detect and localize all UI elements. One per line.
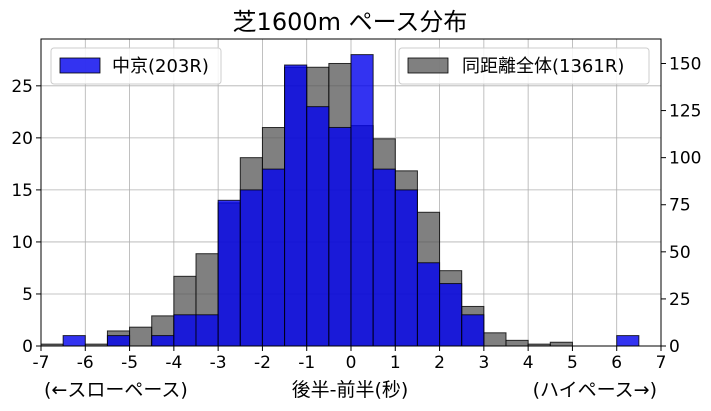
right-y-tick-label: 25 [669, 290, 691, 310]
legend-left-frame [50, 47, 222, 85]
x-axis: -7 -6 -5 -4 -3 -2 -1 0 1 2 3 4 5 6 7 [33, 346, 667, 373]
right-y-tick-label: 100 [669, 149, 701, 169]
x-tick-label: -6 [77, 353, 94, 373]
left-y-tick-label: 5 [22, 285, 33, 305]
legend-right-label: 同距離全体(1361R) [462, 56, 624, 77]
chukyo-bar [372, 168, 396, 347]
chukyo-bar [195, 314, 219, 347]
left-y-axis: 0 5 10 15 20 25 [11, 77, 41, 357]
legend-right-frame [398, 47, 650, 85]
right-y-tick-label: 50 [669, 243, 691, 263]
x-axis-label: 後半-前半(秒) [292, 379, 409, 401]
all-races-bar [549, 341, 573, 347]
x-axis-right-note: (ハイペース→) [533, 379, 657, 401]
legend-left: 中京(203R) [50, 47, 222, 85]
x-tick-label: 1 [390, 353, 401, 373]
chart-title: 芝1600m ペース分布 [233, 8, 468, 36]
chukyo-bar [328, 126, 352, 347]
chukyo-bar [239, 189, 263, 347]
left-y-tick-label: 10 [11, 233, 33, 253]
right-y-tick-label: 75 [669, 196, 691, 216]
chukyo-bar [439, 283, 463, 347]
x-tick-label: 2 [434, 353, 445, 373]
left-y-tick-label: 25 [11, 77, 33, 97]
x-tick-label: -3 [210, 353, 227, 373]
right-y-tick-label: 0 [669, 337, 680, 357]
chukyo-bar [461, 314, 485, 347]
x-tick-label: 4 [523, 353, 534, 373]
legend-left-swatch [59, 57, 101, 74]
chukyo-bar [261, 168, 286, 347]
chukyo-bar [616, 335, 640, 347]
x-tick-label: -2 [254, 353, 271, 373]
chukyo-bar [394, 189, 418, 347]
x-axis-left-note: (←スローペース) [44, 379, 188, 401]
chukyo-bar [306, 106, 330, 347]
left-y-tick-label: 0 [22, 337, 33, 357]
x-tick-label: 5 [567, 353, 578, 373]
chukyo-bar [62, 335, 86, 347]
chukyo-bar [106, 335, 131, 347]
x-tick-label: -5 [121, 353, 138, 373]
x-tick-label: 0 [346, 353, 357, 373]
chukyo-bars [62, 54, 640, 347]
chukyo-bar [284, 64, 308, 347]
legend-right: 同距離全体(1361R) [398, 47, 650, 85]
legend-right-swatch [407, 57, 449, 74]
all-races-bar [483, 332, 507, 347]
x-tick-label: -7 [33, 353, 50, 373]
x-tick-label: -4 [165, 353, 182, 373]
chukyo-bar [173, 314, 197, 347]
right-y-tick-label: 150 [669, 54, 701, 74]
right-y-tick-label: 125 [669, 102, 701, 122]
right-y-axis: 0 25 50 75 100 125 150 [661, 54, 701, 357]
chukyo-bar [350, 54, 374, 347]
x-tick-label: -1 [298, 353, 315, 373]
chukyo-bar [151, 335, 175, 347]
all-races-bar [129, 326, 153, 347]
left-y-tick-label: 20 [11, 129, 33, 149]
x-tick-label: 6 [611, 353, 622, 373]
legend-left-label: 中京(203R) [112, 56, 209, 77]
chukyo-bar [416, 262, 441, 347]
chukyo-bar [217, 199, 241, 347]
x-tick-label: 7 [656, 353, 667, 373]
x-tick-label: 3 [478, 353, 489, 373]
left-y-tick-label: 15 [11, 181, 33, 201]
all-races-bar [505, 339, 529, 347]
